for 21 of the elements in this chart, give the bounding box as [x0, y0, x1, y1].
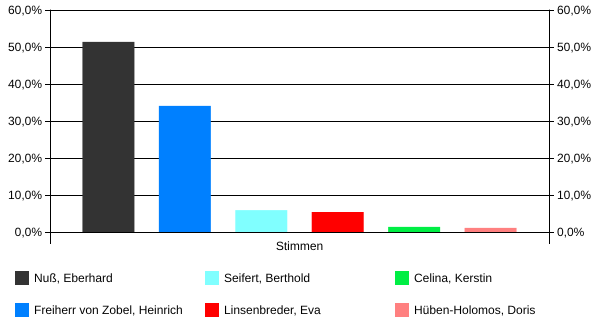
y-tick-label: 10,0%: [8, 188, 42, 202]
text: 0,0%: [557, 225, 584, 239]
legend-label: Celina, Kerstin: [414, 271, 492, 285]
text: 50,0%: [557, 40, 592, 54]
legend-label: Freiherr von Zobel, Heinrich: [34, 303, 183, 317]
y-tick-label: 60,0%: [8, 3, 42, 17]
y-tick-label: 20,0%: [8, 151, 42, 165]
text: 10,0%: [557, 188, 592, 202]
text: 40,0%: [557, 77, 592, 91]
legend-label: Seifert, Berthold: [224, 271, 310, 285]
y-tick-label: 30,0%: [8, 114, 42, 128]
y-tick-label: 0,0%: [14, 225, 42, 239]
y-tick-label: 40,0%: [8, 77, 42, 91]
x-tick-label: Stimmen: [276, 239, 324, 253]
legend-label: Nuß, Eberhard: [34, 271, 113, 285]
legend-label: Linsenbreder, Eva: [224, 303, 322, 317]
y-tick-label: 50,0%: [8, 40, 42, 54]
text: 60,0%: [557, 3, 592, 17]
legend-label: Hüben-Holomos, Doris: [414, 303, 536, 317]
text: 20,0%: [557, 151, 592, 165]
text: 30,0%: [557, 114, 592, 128]
